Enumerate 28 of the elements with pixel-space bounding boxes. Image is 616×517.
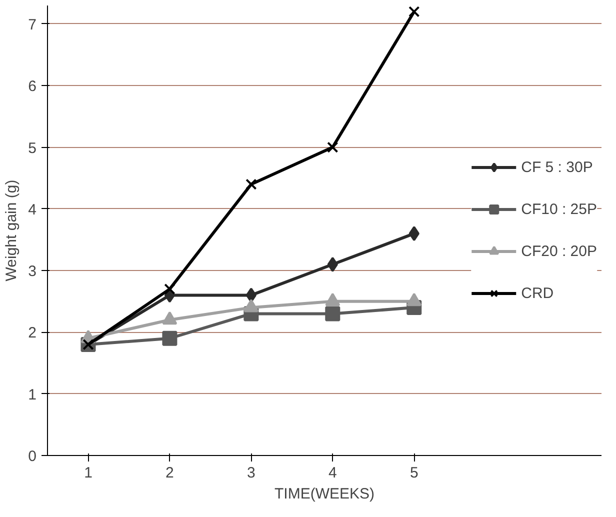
y-tick-label: 5: [28, 140, 36, 157]
legend-label: CF 5 : 30P: [521, 158, 593, 176]
y-tick-label: 4: [28, 201, 36, 218]
point: [325, 306, 340, 322]
y-tick-label: 2: [28, 324, 36, 342]
point: [246, 178, 257, 190]
legend-label: CF10 : 25P: [521, 200, 597, 218]
y-axis-title: Weight gain (g): [3, 180, 20, 282]
point: [327, 142, 338, 153]
x-tick-label: 3: [247, 464, 256, 482]
point: [408, 226, 420, 242]
y-tick-label: 6: [28, 78, 36, 96]
x-axis-title: TIME(WEEKS): [274, 486, 375, 502]
x-tick-label: 5: [410, 464, 418, 482]
y-tick-label: 3: [28, 263, 36, 280]
legend-label: CF20 : 20P: [521, 242, 597, 260]
legend-label: CRD: [521, 284, 554, 302]
point: [162, 330, 178, 346]
point: [246, 288, 257, 303]
y-tick-label: 1: [28, 386, 36, 404]
x-tick-label: 1: [84, 464, 92, 482]
point: [164, 283, 176, 295]
y-tick-label: 7: [28, 16, 36, 34]
x-tick-label: 2: [166, 464, 174, 482]
y-tick-label: 0: [28, 448, 36, 465]
point: [408, 6, 420, 18]
point: [327, 256, 338, 272]
x-tick-label: 4: [328, 464, 337, 482]
